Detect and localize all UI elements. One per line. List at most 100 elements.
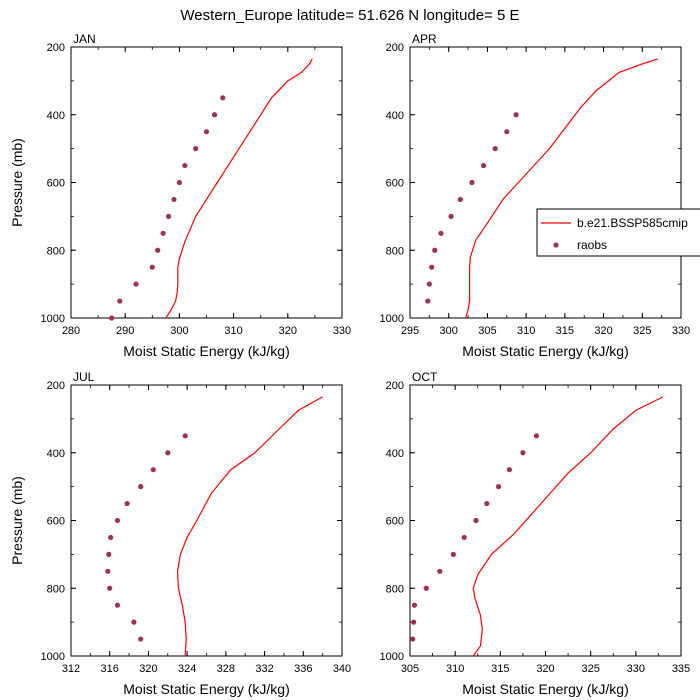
data-point-raobs [520, 450, 526, 456]
panel-jul: JUL 312 316 320 324 328 332 336 340 200 400 600 800 1… [9, 370, 351, 697]
series-line-model [176, 396, 323, 657]
data-point-raobs [437, 568, 443, 574]
y-tick-label: 1000 [380, 313, 404, 325]
data-point-raobs [220, 95, 226, 101]
data-point-raobs [212, 112, 218, 118]
x-tick-label: 300 [170, 325, 188, 337]
data-point-raobs [513, 112, 519, 118]
x-axis-title: Moist Static Energy (kJ/kg) [123, 343, 290, 359]
data-point-raobs [461, 534, 467, 541]
x-tick-label: 316 [101, 663, 119, 675]
data-point-raobs [108, 534, 114, 541]
data-point-raobs [106, 551, 112, 557]
data-point-raobs [165, 213, 172, 219]
x-tick-label: 330 [672, 325, 690, 337]
x-tick-label: 320 [536, 663, 554, 675]
x-axis-title: Moist Static Energy (kJ/kg) [123, 681, 290, 697]
y-tick-label: 400 [386, 110, 404, 122]
y-tick-label: 1000 [41, 313, 65, 325]
x-tick-label: 305 [478, 325, 496, 337]
data-point-raobs [109, 315, 115, 321]
data-point-raobs [203, 129, 210, 135]
x-tick-label: 324 [178, 663, 196, 675]
data-point-raobs [105, 568, 111, 574]
data-point-raobs [504, 129, 510, 135]
data-point-raobs [155, 247, 161, 253]
x-tick-label: 300 [440, 325, 458, 337]
chart-title: Western_Europe latitude= 51.626 N longit… [180, 7, 519, 24]
data-point-raobs [469, 179, 475, 186]
data-point-raobs [448, 213, 454, 219]
panel-jan: JAN 280 290 300 310 320 330 200 400 600 800 1000 Moi… [9, 32, 351, 359]
legend-box [536, 208, 700, 257]
x-tick-label: 310 [224, 325, 242, 337]
data-point-raobs [114, 517, 121, 524]
data-point-raobs [114, 602, 121, 608]
data-point-raobs [438, 230, 444, 236]
x-tick-label: 330 [627, 663, 645, 675]
data-point-raobs [495, 484, 502, 490]
data-point-raobs [411, 619, 417, 625]
data-point-raobs [107, 585, 113, 591]
plot-frame [409, 384, 682, 657]
data-point-raobs [533, 433, 540, 439]
data-point-raobs [484, 500, 490, 507]
x-tick-label: 310 [517, 325, 535, 337]
y-tick-label: 200 [47, 42, 65, 54]
x-tick-label: 330 [333, 325, 351, 337]
x-tick-label: 332 [255, 663, 273, 675]
x-tick-label: 290 [116, 325, 134, 337]
y-tick-label: 1000 [380, 651, 404, 663]
y-tick-label: 400 [47, 448, 65, 460]
y-tick-label: 800 [47, 245, 65, 257]
x-tick-label: 280 [62, 325, 80, 337]
data-point-raobs [429, 264, 435, 270]
y-tick-label: 400 [47, 110, 65, 122]
x-tick-label: 328 [217, 663, 235, 675]
x-tick-label: 336 [294, 663, 312, 675]
data-point-raobs [117, 298, 123, 304]
data-point-raobs [182, 433, 188, 439]
y-tick-label: 800 [386, 245, 404, 257]
series-line-model [465, 58, 658, 319]
legend-label: raobs [577, 238, 607, 252]
data-point-raobs [138, 636, 144, 642]
panel-oct: OCT 305 310 315 320 325 330 335 200 400 600 800 1000… [380, 370, 691, 697]
data-point-raobs [133, 281, 139, 287]
panel-label: APR [412, 32, 437, 46]
data-point-raobs [149, 264, 155, 270]
y-tick-label: 600 [386, 516, 404, 528]
chart-legend: b.e21.BSSP585cmip raobs [536, 208, 700, 257]
y-tick-label: 400 [386, 448, 404, 460]
x-tick-label: 320 [594, 325, 612, 337]
data-point-raobs [426, 281, 432, 287]
data-point-raobs [432, 247, 438, 253]
data-point-raobs [425, 298, 431, 304]
y-axis-title: Pressure (mb) [9, 476, 25, 565]
x-tick-label: 315 [491, 663, 509, 675]
series-line-model [165, 58, 313, 319]
y-tick-label: 600 [386, 178, 404, 190]
x-tick-label: 295 [401, 325, 419, 337]
legend-marker-swatch [553, 242, 559, 248]
x-tick-label: 320 [279, 325, 297, 337]
legend-label: b.e21.BSSP585cmip [577, 216, 688, 230]
panel-label: JUL [73, 370, 95, 384]
y-axis-title: Pressure (mb) [9, 138, 25, 227]
chart-panels: JAN 280 290 300 310 320 330 200 400 600 800 1000 Moi… [9, 32, 690, 697]
data-point-raobs [423, 585, 429, 591]
data-point-raobs [457, 196, 463, 203]
panel-label: OCT [412, 370, 438, 384]
plot-frame [409, 46, 682, 319]
panel-label: JAN [73, 32, 96, 46]
data-point-raobs [480, 162, 487, 169]
y-tick-label: 200 [386, 380, 404, 392]
x-tick-label: 310 [446, 663, 464, 675]
data-point-raobs [492, 146, 498, 152]
plot-frame [70, 46, 343, 319]
y-tick-label: 600 [47, 178, 65, 190]
data-point-raobs [131, 619, 137, 625]
data-point-raobs [160, 230, 166, 236]
data-point-raobs [171, 196, 177, 203]
